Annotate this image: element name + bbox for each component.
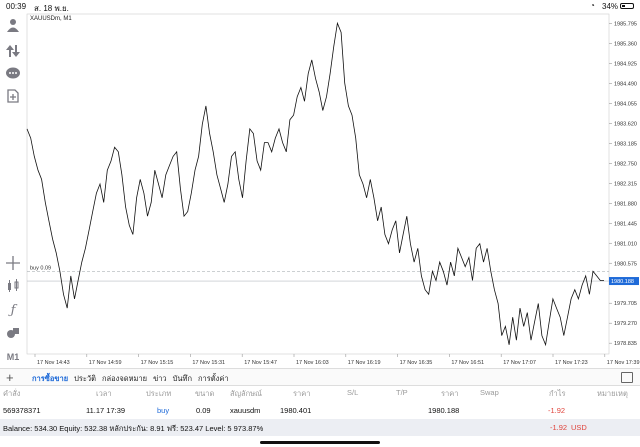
cell-size: 0.09 bbox=[196, 406, 211, 415]
new-order-icon[interactable] bbox=[4, 87, 22, 105]
x-tick-label: 17 Nov 15:31 bbox=[192, 360, 225, 366]
x-tick-label: 17 Nov 17:07 bbox=[503, 360, 536, 366]
header-comment: หมายเหตุ bbox=[597, 389, 628, 398]
tab-trade[interactable]: การซื้อขาย bbox=[32, 374, 69, 383]
layout-icon[interactable] bbox=[621, 372, 633, 383]
x-tick-label: 17 Nov 16:51 bbox=[451, 360, 484, 366]
header-swap: Swap bbox=[480, 388, 499, 397]
x-tick-label: 17 Nov 14:43 bbox=[37, 360, 70, 366]
y-tick-label: 1979.270 bbox=[614, 321, 637, 327]
status-date: ส. 18 พ.ย. bbox=[34, 4, 69, 13]
bottom-tab-bar: + การซื้อขาย ประวัติ กล่องจดหมาย ข่าว บั… bbox=[0, 368, 640, 386]
y-tick-label: 1985.795 bbox=[614, 21, 637, 27]
status-time: 00:39 bbox=[6, 2, 27, 11]
balance-summary: Balance: 534.30 Equity: 532.38 หลักประกั… bbox=[3, 424, 264, 433]
plot-frame bbox=[26, 13, 610, 355]
tab-news[interactable]: ข่าว bbox=[153, 374, 167, 383]
tabs: การซื้อขาย ประวัติ กล่องจดหมาย ข่าว บันท… bbox=[32, 373, 229, 385]
tab-mailbox[interactable]: กล่องจดหมาย bbox=[102, 374, 148, 383]
x-tick-label: 17 Nov 16:03 bbox=[296, 360, 329, 366]
current-price-tag bbox=[609, 277, 639, 286]
chart-canvas[interactable]: 1985.795 1985.360 1984.925 1984.490 1984.055… bbox=[26, 12, 640, 367]
tab-journal[interactable]: บันทึก bbox=[172, 374, 193, 383]
current-price-label: 1980.188 bbox=[611, 279, 634, 285]
y-tick-label: 1978.835 bbox=[614, 341, 637, 347]
left-toolbar: ƒ M1 bbox=[0, 12, 26, 367]
total-profit: -1.92 bbox=[550, 423, 568, 432]
timeframe-button[interactable]: M1 bbox=[6, 352, 20, 362]
trade-icon[interactable] bbox=[4, 42, 22, 60]
y-tick-label: 1980.575 bbox=[614, 261, 637, 267]
cell-type: buy bbox=[157, 406, 170, 415]
y-tick-label: 1984.055 bbox=[614, 101, 637, 107]
header-tp: T/P bbox=[396, 388, 408, 397]
x-tick-label: 17 Nov 17:23 bbox=[555, 360, 588, 366]
battery-icon bbox=[620, 3, 634, 9]
home-indicator bbox=[260, 441, 380, 444]
account-icon[interactable] bbox=[4, 16, 22, 34]
chat-icon[interactable] bbox=[4, 64, 22, 82]
x-tick-label: 17 Nov 16:35 bbox=[400, 360, 433, 366]
header-current-price: ราคา bbox=[441, 389, 459, 398]
y-tick-label: 1983.185 bbox=[614, 141, 637, 147]
x-tick-label: 17 Nov 15:47 bbox=[244, 360, 277, 366]
y-tick-label: 1981.010 bbox=[614, 241, 637, 247]
header-time: เวลา bbox=[96, 389, 112, 398]
chart-symbol-label: XAUUSDm, M1 bbox=[30, 16, 72, 22]
y-tick-label: 1984.925 bbox=[614, 61, 637, 67]
wifi-icon: ◔ bbox=[590, 1, 595, 10]
crosshair-icon[interactable] bbox=[4, 254, 22, 272]
cell-symbol: xauusdm bbox=[230, 406, 261, 415]
header-symbol: สัญลักษณ์ bbox=[230, 389, 263, 398]
header-sl: S/L bbox=[347, 388, 359, 397]
y-tick-label: 1985.360 bbox=[614, 41, 637, 47]
cell-profit: -1.92 bbox=[548, 406, 566, 415]
indicators-icon[interactable] bbox=[4, 277, 22, 295]
balance-bar: Balance: 534.30 Equity: 532.38 หลักประกั… bbox=[0, 419, 640, 436]
objects-icon[interactable] bbox=[4, 324, 22, 342]
y-tick-label: 1981.445 bbox=[614, 221, 637, 227]
y-tick-label: 1983.620 bbox=[614, 121, 637, 127]
y-tick-label: 1981.880 bbox=[614, 201, 637, 207]
y-tick-label: 1982.315 bbox=[614, 181, 637, 187]
function-icon[interactable]: ƒ bbox=[10, 302, 16, 318]
cell-order: 569378371 bbox=[3, 406, 41, 415]
x-tick-label: 17 Nov 17:39 bbox=[607, 360, 640, 366]
header-price: ราคา bbox=[293, 389, 311, 398]
tab-settings[interactable]: การตั้งค่า bbox=[198, 374, 229, 383]
price-series-line bbox=[26, 21, 604, 347]
x-tick-label: 17 Nov 14:59 bbox=[89, 360, 122, 366]
buy-level-label: buy 0.09 bbox=[30, 265, 51, 271]
status-bar: 00:39 ส. 18 พ.ย. ◔ 34% bbox=[0, 0, 640, 13]
plus-icon[interactable]: + bbox=[6, 370, 14, 385]
battery-percent: 34% bbox=[602, 2, 619, 11]
price-chart[interactable]: 1985.795 1985.360 1984.925 1984.490 1984.055… bbox=[26, 12, 640, 367]
tab-history[interactable]: ประวัติ bbox=[74, 374, 97, 383]
cell-time: 11.17 17:39 bbox=[86, 406, 126, 415]
cell-current-price: 1980.188 bbox=[428, 406, 460, 415]
header-size: ขนาด bbox=[195, 389, 215, 398]
y-tick-label: 1984.490 bbox=[614, 81, 637, 87]
header-type: ประเภท bbox=[146, 389, 172, 398]
header-profit: กำไร bbox=[549, 389, 566, 398]
header-order: คำสั่ง bbox=[3, 389, 21, 398]
y-tick-label: 1982.750 bbox=[614, 161, 637, 167]
cell-open-price: 1980.401 bbox=[280, 406, 312, 415]
x-tick-label: 17 Nov 16:19 bbox=[348, 360, 381, 366]
currency-label: USD bbox=[571, 423, 587, 432]
x-tick-label: 17 Nov 15:15 bbox=[141, 360, 174, 366]
y-tick-label: 1979.705 bbox=[614, 301, 637, 307]
